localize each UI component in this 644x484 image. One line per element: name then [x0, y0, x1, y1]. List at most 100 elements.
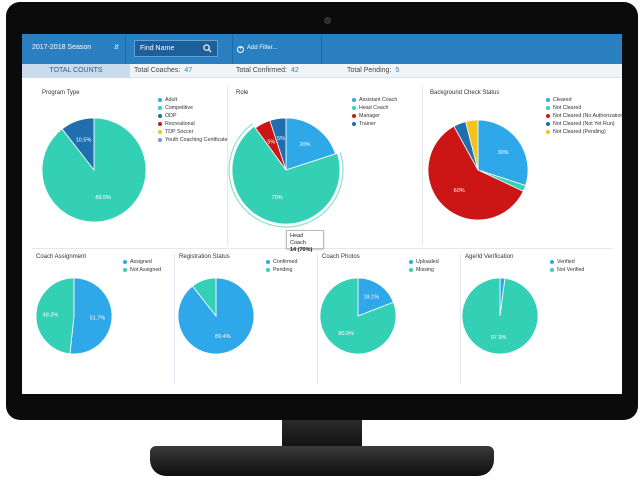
total-coaches-value: 47 [184, 67, 193, 74]
pie-slice-assigned[interactable] [69, 277, 113, 355]
legend-label: Trainer [359, 121, 376, 127]
add-filter-button[interactable]: + Add Filter... [232, 34, 322, 64]
legend-item-not-cleared[interactable]: Not Cleared [546, 104, 620, 112]
search-placeholder: Find Name [140, 45, 175, 52]
chart-title-coach-assignment: Coach Assignment [36, 254, 87, 260]
legend-item-head-coach[interactable]: Head Coach [352, 104, 420, 112]
pie-slice-confirmed[interactable] [177, 277, 255, 355]
data-label: 89.5% [95, 195, 111, 201]
total-confirmed: Total Confirmed: 42 [236, 67, 299, 74]
pie-chart-role: 20% 70% 5%5% [228, 117, 344, 228]
legend-label: Uploaded [416, 259, 439, 265]
panel-divider [460, 254, 461, 384]
legend-label: Verified [557, 259, 575, 265]
legend-item-tdp-soccer[interactable]: TDP Soccer [158, 128, 226, 136]
legend-label: Adult [165, 97, 178, 103]
pie-slice-assistant-coach[interactable] [285, 117, 336, 171]
legend-label: Assigned [130, 259, 152, 265]
legend-item-confirmed[interactable]: Confirmed [266, 258, 316, 266]
legend-item-uploaded[interactable]: Uploaded [409, 258, 459, 266]
pie-slice-missing[interactable] [319, 277, 397, 355]
legend-age-id-verification: Verified Not Verified [550, 258, 610, 274]
legend-item-assigned[interactable]: Assigned [123, 258, 173, 266]
legend-item-odp[interactable]: ODP [158, 112, 226, 120]
legend-dot-icon [546, 106, 550, 110]
legend-item-youth-coaching-certificate[interactable]: Youth Coaching Certificate [158, 136, 228, 144]
dashboard-screen: 2017-2018 Season ⇵ Find Name + Add Filter… [22, 34, 622, 394]
chart-title-program-type: Program Type [42, 90, 80, 96]
legend-item-assistant-coach[interactable]: Assistant Coach [352, 96, 420, 104]
season-select[interactable]: 2017-2018 Season ⇵ [22, 34, 126, 64]
legend-dot-icon [158, 106, 162, 110]
pie-chart-registration-status: 89.4% [177, 277, 255, 355]
legend-label: Not Assigned [130, 267, 162, 273]
legend-dot-icon [266, 260, 270, 264]
add-filter-label: Add Filter... [247, 45, 278, 51]
total-pending-label: Total Pending: [347, 67, 392, 74]
legend-item-trainer[interactable]: Trainer [352, 120, 420, 128]
legend-label: Head Coach [359, 105, 389, 111]
legend-label: Not Cleared (No Authorization) [553, 113, 622, 119]
legend-item-not-verified[interactable]: Not Verified [550, 266, 610, 274]
pie-slice-pending[interactable] [191, 277, 217, 318]
plus-circle-icon: + [237, 46, 244, 53]
data-label: 20% [299, 142, 310, 148]
data-label: 89.4% [215, 334, 231, 340]
legend-registration-status: Confirmed Pending [266, 258, 316, 274]
pie-slice-not-cleared-pending[interactable] [465, 119, 479, 171]
legend-label: Manager [359, 113, 380, 119]
toolbar: 2017-2018 Season ⇵ Find Name + Add Filter… [22, 34, 622, 64]
chart-tooltip: Head Coach 14 (70%) [286, 230, 324, 253]
pie-chart-coach-photos: 19.1% 80.9% [319, 277, 397, 355]
pie-chart-age-id-verification: 97.9% [461, 277, 539, 355]
pie-slice-odp[interactable] [61, 117, 95, 172]
total-counts-tab[interactable]: TOTAL COUNTS [22, 64, 130, 78]
pie-slice-trainer[interactable] [269, 117, 287, 171]
pie-slice-not-assigned[interactable] [35, 277, 75, 355]
pie-slice-head-coach[interactable] [231, 125, 341, 225]
total-coaches-label: Total Coaches: [134, 67, 181, 74]
panel-divider [422, 86, 423, 246]
pie-chart-program-type: 89.5% 10.5% [41, 117, 147, 223]
pie-slice-uploaded[interactable] [357, 277, 394, 317]
tooltip-value: 14 (70%) [290, 247, 313, 253]
slice-hover-ring [228, 123, 344, 228]
legend-item-cleared[interactable]: Cleared [546, 96, 620, 104]
data-label: 5% [267, 139, 275, 145]
legend-label: Youth Coaching Certificate [165, 137, 228, 143]
legend-item-not-cleared-not-yet-run[interactable]: Not Cleared (Not Yet Run) [546, 120, 620, 128]
legend-label: Not Verified [557, 267, 585, 273]
legend-item-not-cleared-no-authorization[interactable]: Not Cleared (No Authorization) [546, 112, 622, 120]
legend-label: Cleared [553, 97, 572, 103]
sort-caret-icon: ⇵ [114, 45, 120, 51]
legend-item-recreational[interactable]: Recreational [158, 120, 226, 128]
chart-title-age-id-verification: Age/Id Verification [465, 254, 514, 260]
legend-item-not-cleared-pending[interactable]: Not Cleared (Pending) [546, 128, 620, 136]
legend-item-competitive[interactable]: Competitive [158, 104, 226, 112]
legend-item-missing[interactable]: Missing [409, 266, 459, 274]
monitor-stand-base [150, 446, 494, 476]
legend-dot-icon [409, 268, 413, 272]
legend-item-adult[interactable]: Adult [158, 96, 226, 104]
panel-divider [317, 254, 318, 384]
pie-slice-not-verified[interactable] [461, 277, 539, 355]
legend-item-manager[interactable]: Manager [352, 112, 420, 120]
legend-label: Not Cleared (Pending) [553, 129, 606, 135]
data-label: 30% [498, 150, 509, 156]
search-input[interactable]: Find Name [134, 40, 218, 57]
legend-label: ODP [165, 113, 177, 119]
pie-slice-cleared[interactable] [477, 119, 529, 186]
legend-item-verified[interactable]: Verified [550, 258, 610, 266]
legend-program-type: Adult Competitive ODP Recreational TDP Socce… [158, 96, 228, 144]
pie-slice-not-cleared-no-authorization[interactable] [427, 125, 524, 221]
legend-dot-icon [546, 98, 550, 102]
total-pending-value: 5 [395, 67, 400, 74]
legend-label: Pending [273, 267, 293, 273]
legend-dot-icon [123, 268, 127, 272]
legend-dot-icon [123, 260, 127, 264]
data-label: 60% [454, 188, 465, 194]
legend-label: Confirmed [273, 259, 298, 265]
pie-slice-competitive[interactable] [41, 117, 147, 223]
legend-item-pending[interactable]: Pending [266, 266, 316, 274]
legend-item-not-assigned[interactable]: Not Assigned [123, 266, 173, 274]
